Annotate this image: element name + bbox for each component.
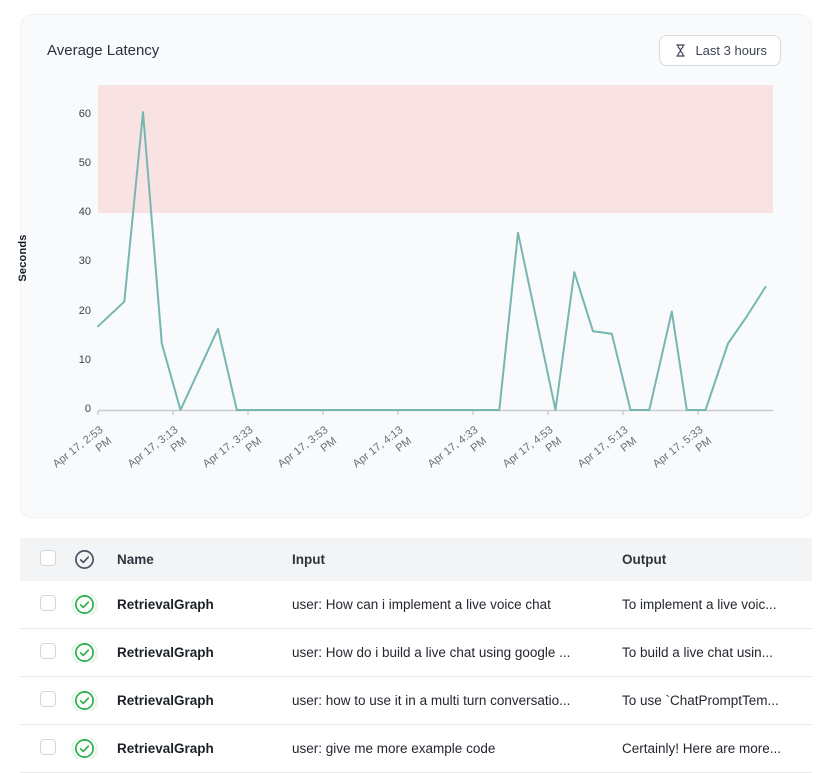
column-header-input[interactable]: Input <box>292 552 325 567</box>
run-name[interactable]: RetrievalGraph <box>117 597 214 612</box>
x-axis-tick-label: Apr 17, 4:13 PM <box>350 424 414 471</box>
run-name[interactable]: RetrievalGraph <box>117 645 214 660</box>
run-name[interactable]: RetrievalGraph <box>117 693 214 708</box>
x-axis-labels: Apr 17, 2:53 PM Apr 17, 3:13 PM Apr 17, 3:… <box>51 418 773 508</box>
x-axis-tick-label: Apr 17, 3:13 PM <box>125 424 189 471</box>
run-input: user: How can i implement a live voice c… <box>292 597 551 612</box>
row-checkbox[interactable] <box>40 691 56 707</box>
y-axis-tick-label: 0 <box>84 403 91 415</box>
table-row[interactable]: RetrievalGraph user: how to use it in a … <box>20 677 812 725</box>
run-output: To build a live chat usin... <box>622 645 773 660</box>
y-axis-tick-label: 60 <box>78 107 91 120</box>
run-input: user: How do i build a live chat using g… <box>292 645 571 660</box>
column-header-name[interactable]: Name <box>117 552 154 567</box>
x-axis-tick-label: Apr 17, 3:33 PM <box>200 424 264 471</box>
x-axis-tick-label: Apr 17, 5:33 PM <box>650 424 714 471</box>
latency-threshold-band <box>98 85 773 213</box>
y-axis-ticks: 0 10 20 30 40 50 60 <box>21 85 91 417</box>
time-range-label: Last 3 hours <box>695 43 767 58</box>
row-checkbox[interactable] <box>40 643 56 659</box>
table-row[interactable]: RetrievalGraph user: How do i build a li… <box>20 629 812 677</box>
run-output: To use `ChatPromptTem... <box>622 693 779 708</box>
run-name[interactable]: RetrievalGraph <box>117 741 214 756</box>
y-axis-tick-label: 10 <box>78 353 91 366</box>
time-range-button[interactable]: Last 3 hours <box>659 35 781 66</box>
latency-chart-card: Average Latency Last 3 hours Seconds 0 10… <box>17 14 813 519</box>
hourglass-icon <box>676 44 686 57</box>
x-axis-tick-label: Apr 17, 4:53 PM <box>500 424 564 471</box>
y-axis-tick-label: 50 <box>78 156 91 169</box>
success-status-icon <box>74 642 95 663</box>
success-status-icon <box>74 738 95 759</box>
run-output: To implement a live voic... <box>622 597 777 612</box>
row-checkbox[interactable] <box>40 595 56 611</box>
success-status-icon <box>74 690 95 711</box>
latency-line <box>97 111 767 411</box>
select-all-checkbox[interactable] <box>40 550 56 566</box>
x-axis-tick-label: Apr 17, 4:33 PM <box>425 424 489 471</box>
x-axis-tick-marks <box>97 411 699 415</box>
run-input: user: how to use it in a multi turn conv… <box>292 693 571 708</box>
plot-area <box>97 85 773 417</box>
run-output: Certainly! Here are more... <box>622 741 782 756</box>
row-checkbox[interactable] <box>40 739 56 755</box>
latency-line-chart: Seconds 0 10 20 30 40 50 60 Apr 17, 2:53 PM Apr… <box>17 15 813 519</box>
y-axis-tick-label: 20 <box>78 304 91 317</box>
card-header: Average Latency Last 3 hours <box>21 15 811 66</box>
status-column-icon <box>75 550 94 569</box>
y-axis-tick-label: 30 <box>78 255 91 268</box>
x-axis-tick-label: Apr 17, 5:13 PM <box>575 424 639 471</box>
runs-table: Name Input Output RetrievalGraph user: H… <box>20 538 812 773</box>
x-axis-tick-label: Apr 17, 2:53 PM <box>50 424 114 471</box>
success-status-icon <box>74 594 95 615</box>
table-row[interactable]: RetrievalGraph user: How can i implement… <box>20 581 812 629</box>
column-header-output[interactable]: Output <box>622 552 667 567</box>
y-axis-tick-label: 40 <box>78 206 91 219</box>
x-axis-tick-label: Apr 17, 3:53 PM <box>275 424 339 471</box>
run-input: user: give me more example code <box>292 741 496 756</box>
table-header-row: Name Input Output <box>20 538 812 581</box>
chart-title: Average Latency <box>47 42 160 59</box>
table-row[interactable]: RetrievalGraph user: give me more exampl… <box>20 725 812 773</box>
